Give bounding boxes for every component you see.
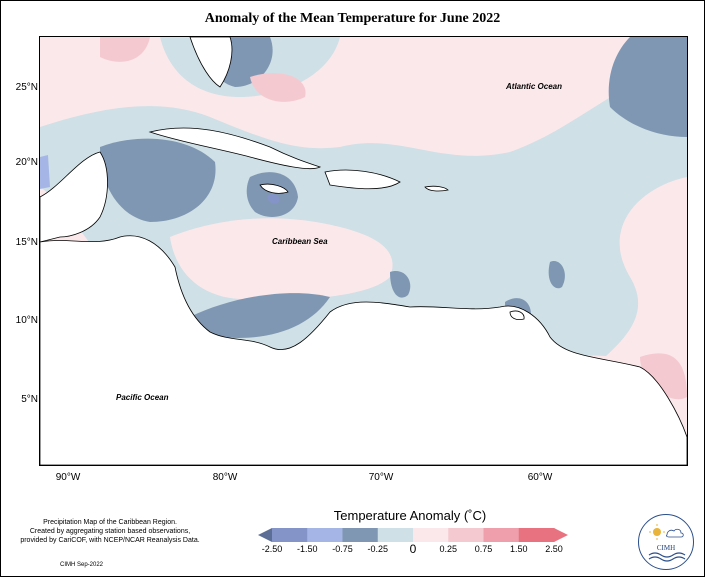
- legend-tick-label: 0: [409, 542, 417, 556]
- credit-text: Precipitation Map of the Caribbean Regio…: [10, 518, 210, 545]
- legend-cell: [342, 528, 379, 542]
- anomaly-region-blue-lesser-antilles: [548, 261, 565, 289]
- lat-label-20n: 20°N: [15, 157, 38, 168]
- anomaly-region-pink-bahamas: [250, 73, 306, 102]
- legend-cell: [518, 528, 555, 542]
- lat-label-25n: 25°N: [15, 82, 38, 93]
- legend-tick-label: 1.50: [509, 544, 528, 554]
- lat-label-5n: 5°N: [21, 394, 38, 405]
- legend-cell: [483, 528, 520, 542]
- legend-tick-label: 0.25: [439, 544, 458, 554]
- legend-cell: [413, 528, 449, 542]
- map-panel: [39, 36, 688, 466]
- anomaly-region-blue-panama: [190, 293, 330, 338]
- legend-colorbar: [258, 528, 568, 542]
- legend-tick-label: -0.75: [332, 544, 353, 554]
- anomaly-map: [40, 37, 687, 465]
- anomaly-region-blue-atlantic: [608, 37, 687, 137]
- legend-cell: [307, 528, 343, 542]
- anomaly-region-blue-yucatan: [100, 138, 216, 222]
- ocean-label-atlantic: Atlantic Ocean: [506, 82, 563, 91]
- map-title: Anomaly of the Mean Temperature for June…: [204, 11, 501, 26]
- legend-tick-label: -1.50: [296, 544, 318, 554]
- anomaly-region-pink-east: [640, 353, 687, 400]
- logo-emblem: [648, 524, 686, 562]
- legend-title: Temperature Anomaly (˚C): [333, 508, 487, 523]
- lat-label-15n: 15°N: [15, 237, 38, 248]
- anomaly-region-blue-venezuela: [390, 271, 411, 298]
- anomaly-region-mid-blue-yucatan: [40, 155, 50, 189]
- legend-arrow-high: [554, 528, 568, 542]
- logo-text: CIMH: [656, 544, 676, 552]
- anomaly-region-mid-blue-jamaica: [267, 194, 280, 204]
- credit-line-3: provided by CariCOF, with NCEP/NCAR Rean…: [20, 537, 200, 544]
- land-masses: [40, 37, 687, 465]
- legend-tick-label: -0.25: [367, 544, 388, 554]
- lon-label-80w: 80°W: [212, 472, 238, 483]
- legend-tick-label: 2.50: [545, 544, 563, 554]
- anomaly-region-pink-north: [100, 37, 150, 62]
- legend-cell: [448, 528, 484, 542]
- ocean-label-caribbean: Caribbean Sea: [272, 237, 328, 246]
- legend-arrow-low: [258, 528, 272, 542]
- legend-cell: [272, 528, 308, 542]
- legend-cell: [377, 528, 414, 542]
- credit-line-1: Precipitation Map of the Caribbean Regio…: [43, 519, 177, 526]
- anomaly-region-pink-caribbean: [170, 218, 393, 300]
- credit-line-2: Created by aggregating station based obs…: [29, 528, 191, 535]
- cimh-logo: CIMH: [638, 514, 694, 570]
- lon-label-70w: 70°W: [368, 472, 394, 483]
- lon-label-60w: 60°W: [527, 472, 553, 483]
- legend-cells: [258, 528, 568, 542]
- legend-tick-label: 0.75: [474, 544, 493, 554]
- lon-label-90w: 90°W: [55, 472, 81, 483]
- lat-label-10n: 10°N: [15, 315, 38, 326]
- ocean-label-pacific: Pacific Ocean: [116, 393, 169, 402]
- legend-tick-label: -2.50: [261, 544, 283, 554]
- credit-date: CIMH Sep-2022: [60, 562, 104, 568]
